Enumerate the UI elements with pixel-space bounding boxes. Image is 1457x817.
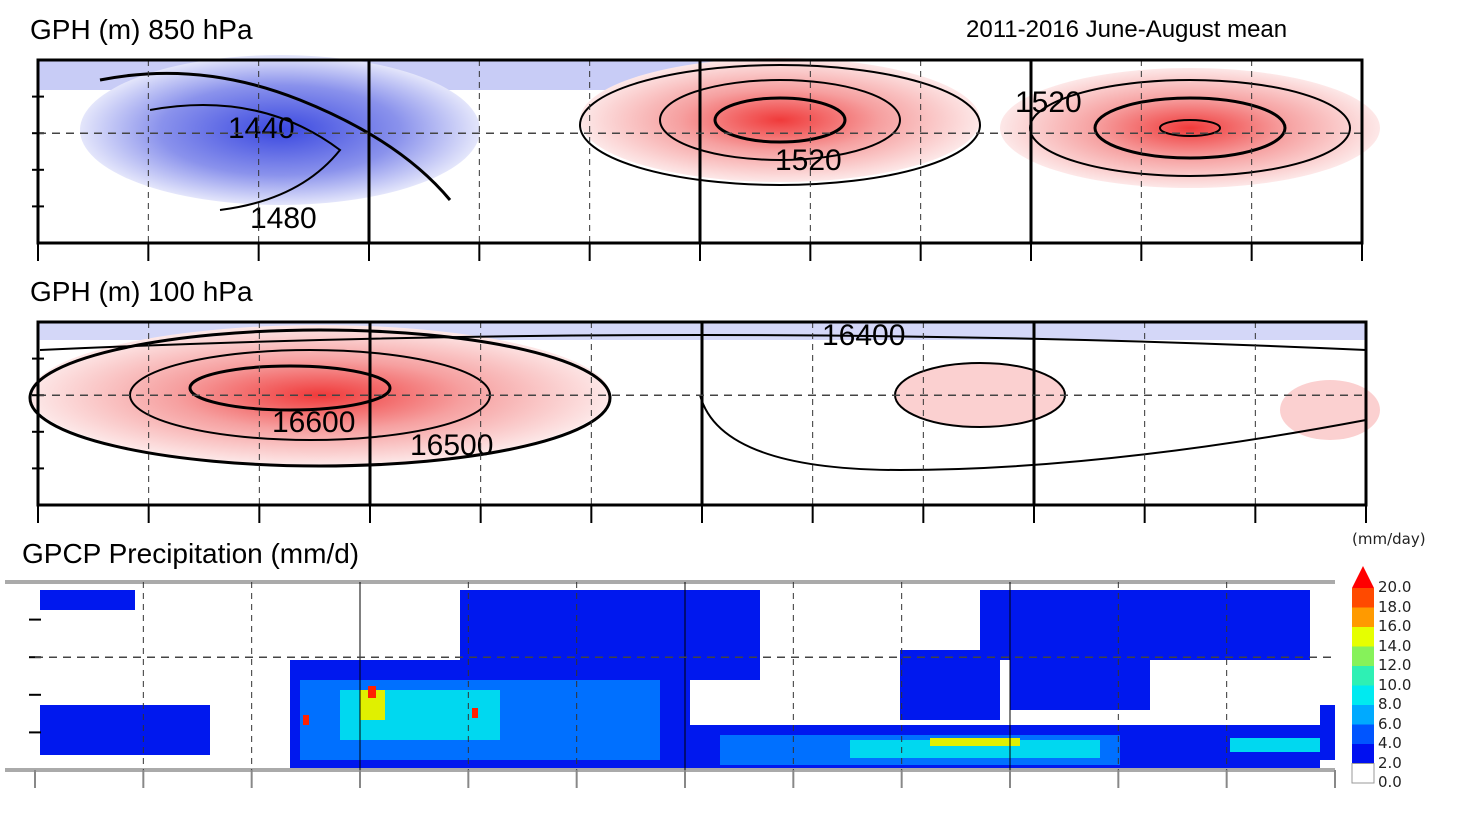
colorbar-bin (1352, 744, 1374, 764)
colorbar-bin (1352, 588, 1374, 608)
colorbar-tick-label: 6.0 (1378, 714, 1402, 733)
colorbar-tick-label: 4.0 (1378, 734, 1402, 752)
colorbar-tick-label: 10.0 (1378, 675, 1412, 694)
high-pressure-atlantic (1000, 68, 1380, 188)
contour-label: 16600 (272, 406, 355, 439)
colorbar-tick-label: 0.0 (1378, 773, 1402, 791)
colorbar-tick-label: 2.0 (1378, 753, 1402, 772)
colorbar-tick-label: 18.0 (1378, 597, 1412, 616)
colorbar-bin (1352, 705, 1374, 725)
contour-label: 16500 (410, 429, 493, 462)
colorbar-tick-label: 12.0 (1378, 656, 1412, 674)
high-pressure-pacific (580, 58, 980, 182)
low-pressure-asia (80, 55, 480, 205)
panel-frame (36, 58, 1364, 245)
colorbar-bin (1352, 724, 1374, 744)
colorbar-tick-label: 20.0 (1378, 578, 1412, 596)
panel-title-100: GPH (m) 100 hPa (30, 276, 253, 307)
contour-label: 1480 (250, 202, 317, 235)
map-frames (29, 58, 1368, 788)
colorbar-unit: (mm/day) (1352, 530, 1426, 548)
panel-title-precip: GPCP Precipitation (mm/d) (22, 538, 360, 569)
period-subtitle: 2011-2016 June-August mean (966, 16, 1288, 43)
panel-title-850: GPH (m) 850 hPa (30, 14, 253, 45)
colorbar-bin (1352, 627, 1374, 647)
colorbar-bin (1351, 763, 1375, 784)
contour-label: 1520 (1015, 86, 1082, 119)
contour-label: 16400 (822, 319, 905, 352)
colorbar-bin (1352, 607, 1374, 627)
colorbar-arrow (1352, 566, 1374, 588)
colorbar-tick-label: 8.0 (1378, 695, 1402, 713)
panel-frame (36, 320, 1368, 507)
colorbar-tick-label: 14.0 (1378, 636, 1412, 655)
colorbar-bin (1352, 685, 1374, 705)
colorbar-bin (1352, 646, 1374, 666)
contour-label: 1520 (775, 144, 842, 177)
colorbar-tick-label: 16.0 (1378, 617, 1412, 635)
colorbar-bin (1352, 666, 1374, 686)
contour-label: 1440 (228, 112, 295, 145)
